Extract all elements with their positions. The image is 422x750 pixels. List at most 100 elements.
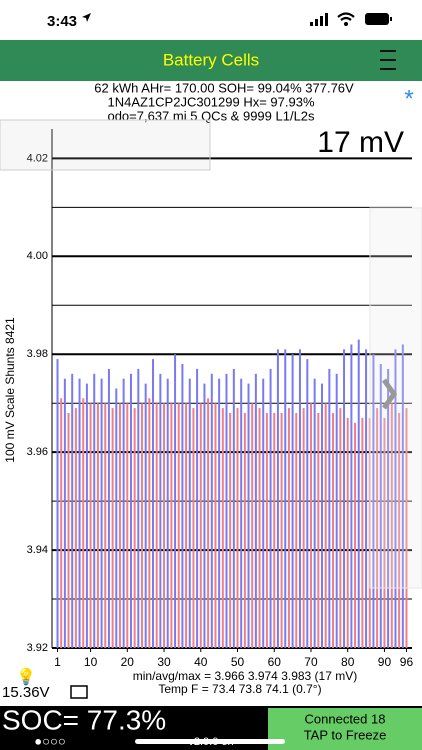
bar — [394, 349, 397, 648]
bar — [170, 403, 173, 648]
bar — [107, 368, 110, 648]
bar — [111, 408, 114, 648]
bar — [115, 388, 118, 648]
bar — [199, 403, 202, 648]
tap-label[interactable]: TAP to Freeze — [304, 727, 387, 742]
bar — [152, 359, 155, 648]
bar — [89, 403, 92, 648]
bar — [332, 412, 335, 648]
bar — [317, 412, 320, 648]
x-tick-label: 96 — [400, 655, 414, 669]
y-tick-label: 3.92 — [27, 642, 48, 654]
settings-asterisk[interactable]: * — [404, 85, 413, 112]
page-dots: ●○○○ — [34, 733, 65, 748]
aux-voltage: 15.36V — [2, 684, 50, 701]
bar — [284, 349, 287, 648]
bar — [63, 378, 66, 648]
bar — [78, 378, 81, 648]
bar — [196, 368, 199, 648]
bar — [137, 368, 140, 648]
bar — [67, 412, 70, 648]
bar — [298, 349, 301, 648]
bar — [273, 412, 276, 648]
bar — [346, 417, 349, 648]
cell-stats: min/avg/max = 3.966 3.974 3.983 (17 mV) — [133, 669, 357, 683]
bar — [240, 378, 243, 648]
bar — [229, 412, 232, 648]
bar — [387, 368, 390, 648]
x-tick-label: 1 — [54, 655, 61, 669]
bar — [372, 354, 375, 648]
battery-tip — [390, 17, 392, 21]
bar — [207, 398, 210, 648]
connected-label[interactable]: Connected 18 — [305, 711, 386, 726]
bar — [262, 378, 265, 648]
bar — [122, 378, 125, 648]
x-tick-label: 30 — [157, 655, 171, 669]
bar — [309, 403, 312, 648]
bar — [163, 403, 166, 648]
bar — [133, 408, 136, 648]
info-line: 62 kWh AHr= 170.00 SOH= 99.04% 377.76V — [94, 80, 354, 95]
bar — [254, 373, 257, 648]
bar — [276, 349, 279, 648]
bar — [126, 403, 129, 648]
spread-label: 17 mV — [317, 126, 404, 159]
x-tick-label: 90 — [378, 655, 392, 669]
bar — [383, 417, 386, 648]
bar — [321, 383, 323, 648]
bar — [361, 417, 364, 648]
soc: SOC= 77.3% — [2, 704, 166, 735]
bar — [181, 364, 184, 648]
x-tick-label: 40 — [194, 655, 208, 669]
bar — [287, 408, 290, 648]
bar — [405, 408, 408, 648]
y-tick-label: 3.98 — [27, 348, 48, 360]
overlay-box — [0, 119, 211, 171]
bar — [221, 408, 224, 648]
bar — [85, 383, 88, 648]
location-icon — [82, 13, 91, 22]
bar — [74, 408, 77, 648]
bar — [354, 422, 357, 648]
bar — [379, 364, 382, 648]
bar — [350, 344, 353, 648]
bar — [265, 412, 268, 648]
signal-icon — [310, 13, 328, 26]
side-panel — [369, 207, 422, 589]
x-tick-label: 50 — [231, 655, 245, 669]
next-arrow[interactable] — [381, 378, 398, 410]
y-axis-label: 100 mV Scale Shunts 8421 — [3, 317, 17, 463]
bar — [335, 373, 338, 648]
bar — [306, 359, 309, 648]
bar — [365, 349, 368, 648]
bar — [129, 373, 132, 648]
bar — [258, 408, 261, 648]
bar — [280, 412, 283, 648]
bar — [291, 354, 294, 648]
menu-button[interactable] — [380, 50, 396, 70]
bar — [247, 383, 250, 648]
bulb-icon[interactable]: 💡 — [16, 667, 36, 686]
y-tick-label: 3.94 — [27, 544, 48, 556]
temp-stats: Temp F = 73.4 73.8 74.1 (0.7°) — [158, 682, 321, 696]
bar — [390, 403, 393, 648]
bar — [100, 378, 103, 648]
nav-title: Battery Cells — [163, 50, 259, 69]
x-tick-label: 70 — [304, 655, 318, 669]
y-tick-label: 3.96 — [27, 446, 48, 458]
plot: 3.92 3.94 3.96 3.98 4.00 4.02 1 10 20 30 40 50 60 70 8… — [27, 129, 414, 669]
bar — [141, 403, 143, 648]
bar — [324, 403, 327, 648]
bar — [218, 378, 221, 648]
bar — [295, 412, 298, 648]
connect-button[interactable] — [268, 708, 422, 750]
bar — [96, 403, 99, 648]
bar — [155, 403, 158, 648]
home-indicator — [135, 739, 285, 744]
bar — [71, 373, 74, 648]
x-tick-label: 60 — [268, 655, 282, 669]
bar — [251, 403, 254, 648]
bar — [166, 378, 169, 648]
